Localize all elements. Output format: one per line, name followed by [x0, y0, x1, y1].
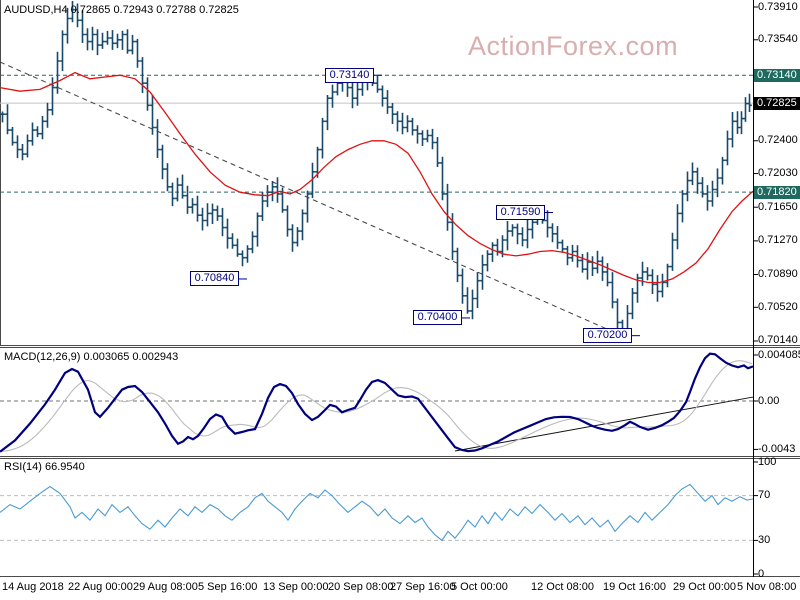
date-axis-label: 27 Sep 16:00 — [390, 581, 456, 593]
date-axis-label: 5 Sep 16:00 — [198, 581, 258, 593]
price-axis-label: 0.70890 — [758, 268, 798, 281]
date-axis-label: 12 Oct 08:00 — [531, 581, 594, 593]
price-axis-label: 0.72030 — [758, 167, 798, 180]
macd-axis-label: -0.0043 — [758, 442, 796, 455]
price-axis-label: 0.70140 — [758, 334, 798, 347]
price-axis-label: 0.72400 — [758, 134, 798, 147]
macd-trendline — [454, 396, 754, 452]
price-bars — [0, 1, 752, 341]
date-axis-label: 19 Oct 16:00 — [603, 581, 666, 593]
rsi-line — [0, 483, 754, 542]
macd-main-line — [0, 352, 754, 453]
price-level-box: 0.73140 — [325, 67, 374, 83]
price-level-box: 0.70400 — [413, 310, 462, 326]
price-axis-label: 0.73140 — [754, 68, 800, 82]
price-axis-label: 0.70520 — [758, 300, 798, 313]
date-axis-label: 14 Aug 2018 — [2, 581, 64, 593]
date-axis-label: 5 Nov 08:00 — [737, 581, 797, 593]
macd-indicator-title: MACD(12,26,9) 0.003065 0.002943 — [4, 351, 179, 363]
price-axis-label: 0.72825 — [754, 96, 800, 110]
price-level-box: 0.70200 — [583, 328, 632, 344]
rsi-axis-label: 70 — [758, 489, 771, 502]
rsi-axis-label: 0 — [758, 567, 765, 580]
date-axis-label: 29 Aug 08:00 — [133, 581, 198, 593]
price-level-box: 0.71590 — [496, 205, 545, 221]
symbol-ohlc-title: AUDUSD,H4 0.72865 0.72943 0.72788 0.7282… — [4, 4, 239, 16]
date-axis-label: 29 Oct 00:00 — [673, 581, 736, 593]
price-axis-label: 0.73540 — [758, 33, 798, 46]
price-axis-label: 0.73910 — [758, 0, 798, 13]
date-axis-label: 22 Aug 00:00 — [68, 581, 133, 593]
rsi-indicator-title: RSI(14) 66.9540 — [4, 461, 85, 473]
price-axis-label: 0.71650 — [758, 200, 798, 213]
date-axis-label: 5 Oct 00:00 — [451, 581, 508, 593]
moving-average-line — [0, 71, 754, 284]
rsi-axis-label: 30 — [758, 533, 771, 546]
rsi-axis-label: 100 — [758, 455, 777, 468]
macd-axis-label: 0.004085 — [758, 348, 800, 361]
date-axis-label: 13 Sep 00:00 — [263, 581, 329, 593]
actionforex-watermark: ActionForex.com — [468, 31, 679, 61]
date-axis-label: 20 Sep 08:00 — [328, 581, 394, 593]
price-axis-label: 0.71270 — [758, 234, 798, 247]
price-axis-label: 0.71820 — [754, 185, 800, 199]
macd-signal-line — [0, 360, 753, 453]
price-level-box: 0.70840 — [190, 271, 239, 287]
macd-axis-label: 0.00 — [758, 394, 780, 407]
